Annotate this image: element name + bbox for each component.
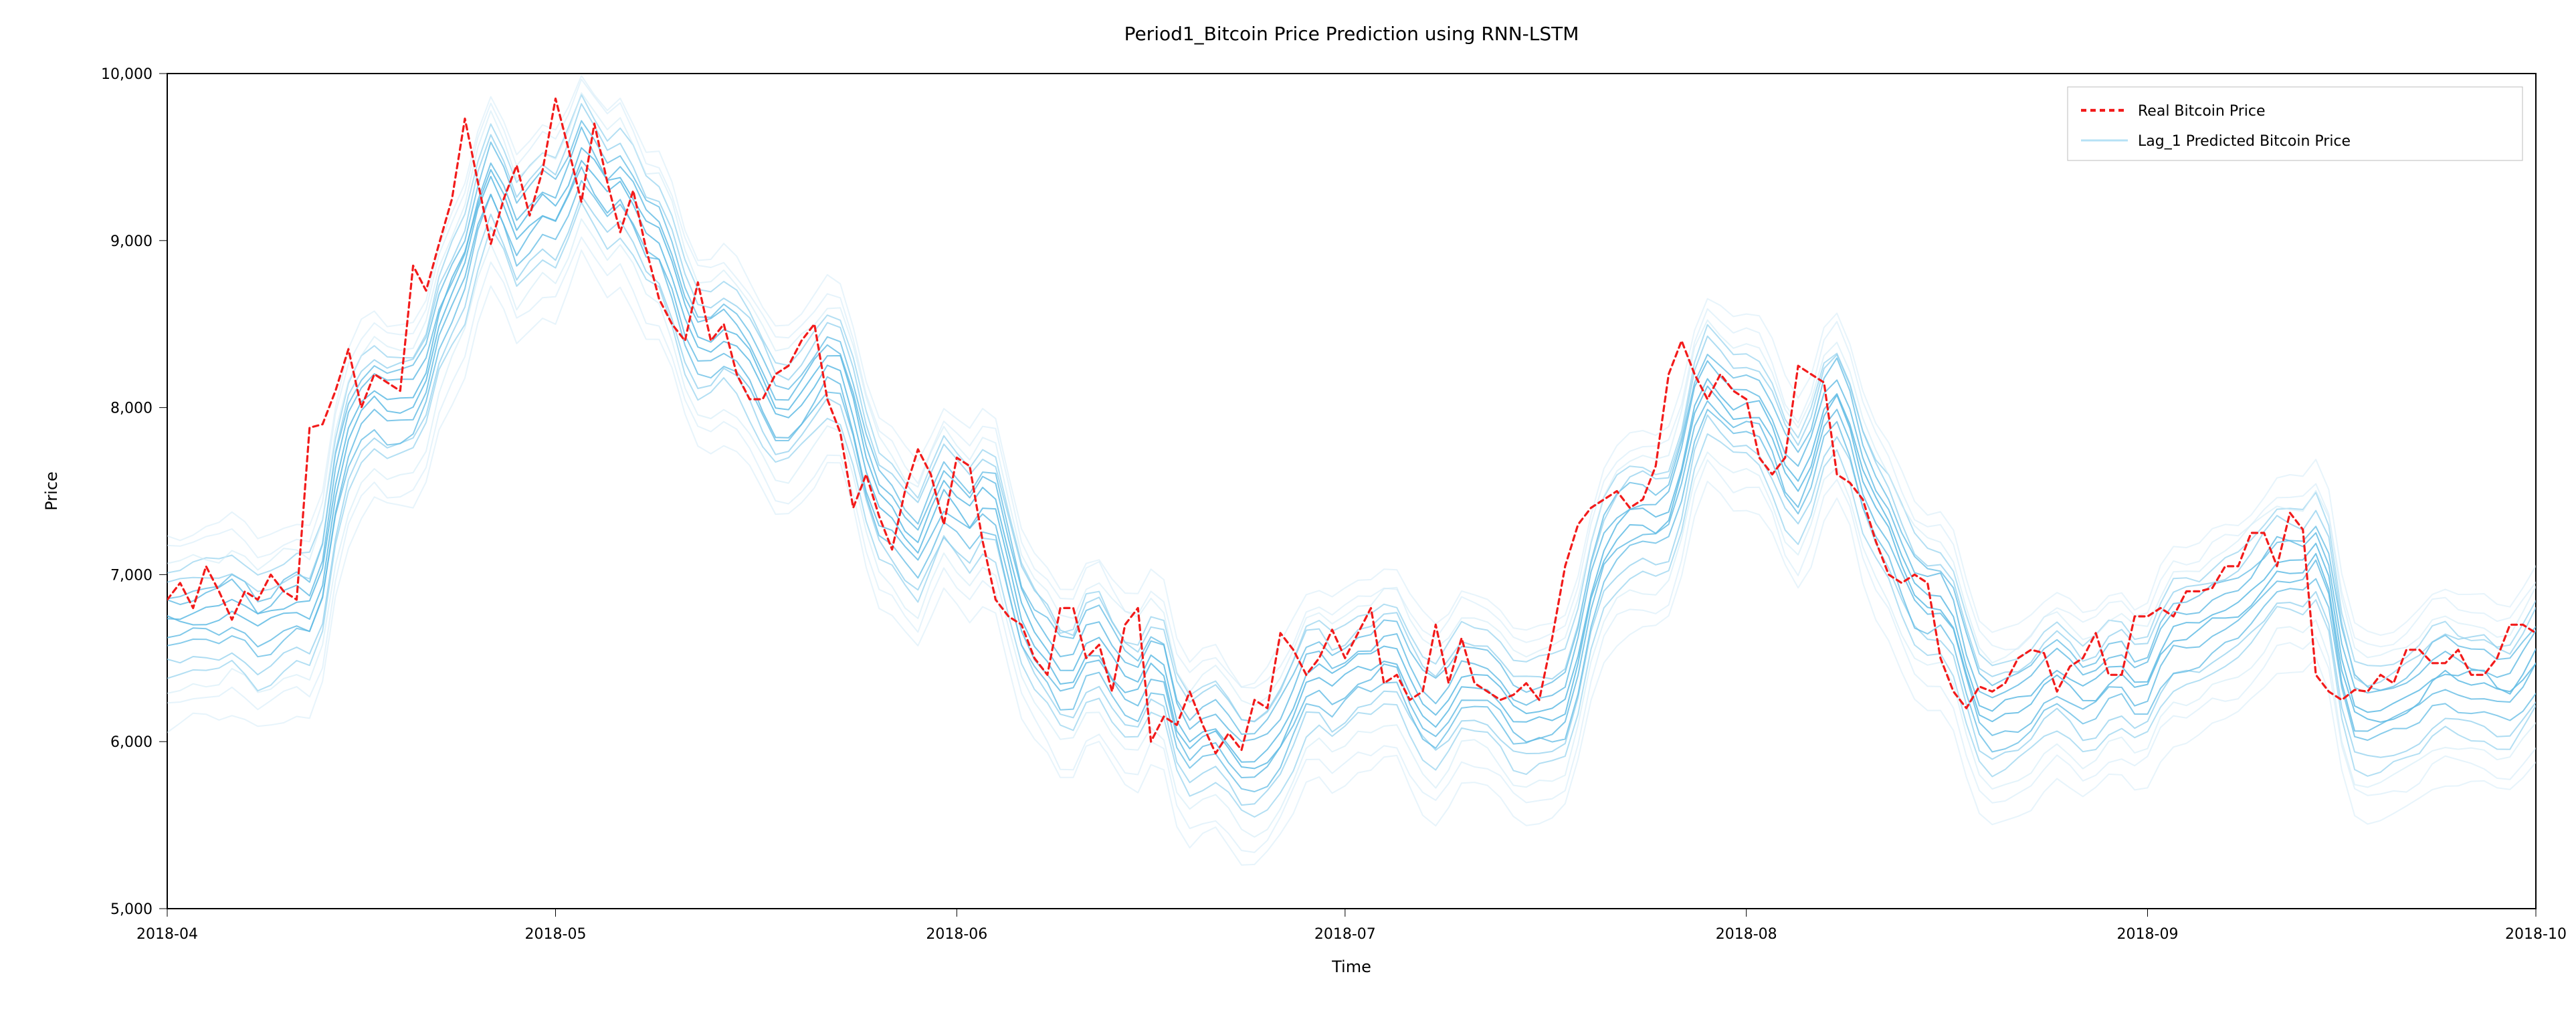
y-tick-label: 5,000 [110,901,153,918]
price-chart: Period1_Bitcoin Price Prediction using R… [0,0,2576,1029]
x-tick-label: 2018-04 [136,926,198,943]
legend: Real Bitcoin Price Lag_1 Predicted Bitcoi… [2068,87,2522,160]
legend-label: Lag_1 Predicted Bitcoin Price [2138,133,2351,150]
y-tick-label: 10,000 [101,66,153,83]
y-axis-title: Price [42,471,61,511]
x-tick-label: 2018-08 [1716,926,1777,943]
y-tick-label: 7,000 [110,567,153,584]
y-tick-label: 6,000 [110,734,153,751]
plot-area [167,74,2536,909]
x-axis-title: Time [1331,957,1371,976]
chart-container: Period1_Bitcoin Price Prediction using R… [0,0,2576,1029]
x-tick-label: 2018-06 [926,926,987,943]
x-tick-label: 2018-05 [525,926,587,943]
x-tick-label: 2018-10 [2505,926,2567,943]
y-tick-label: 9,000 [110,233,153,250]
x-tick-label: 2018-09 [2117,926,2179,943]
x-tick-label: 2018-07 [1314,926,1376,943]
y-tick-label: 8,000 [110,401,153,417]
chart-title: Period1_Bitcoin Price Prediction using R… [1124,23,1579,45]
legend-label: Real Bitcoin Price [2138,103,2266,120]
